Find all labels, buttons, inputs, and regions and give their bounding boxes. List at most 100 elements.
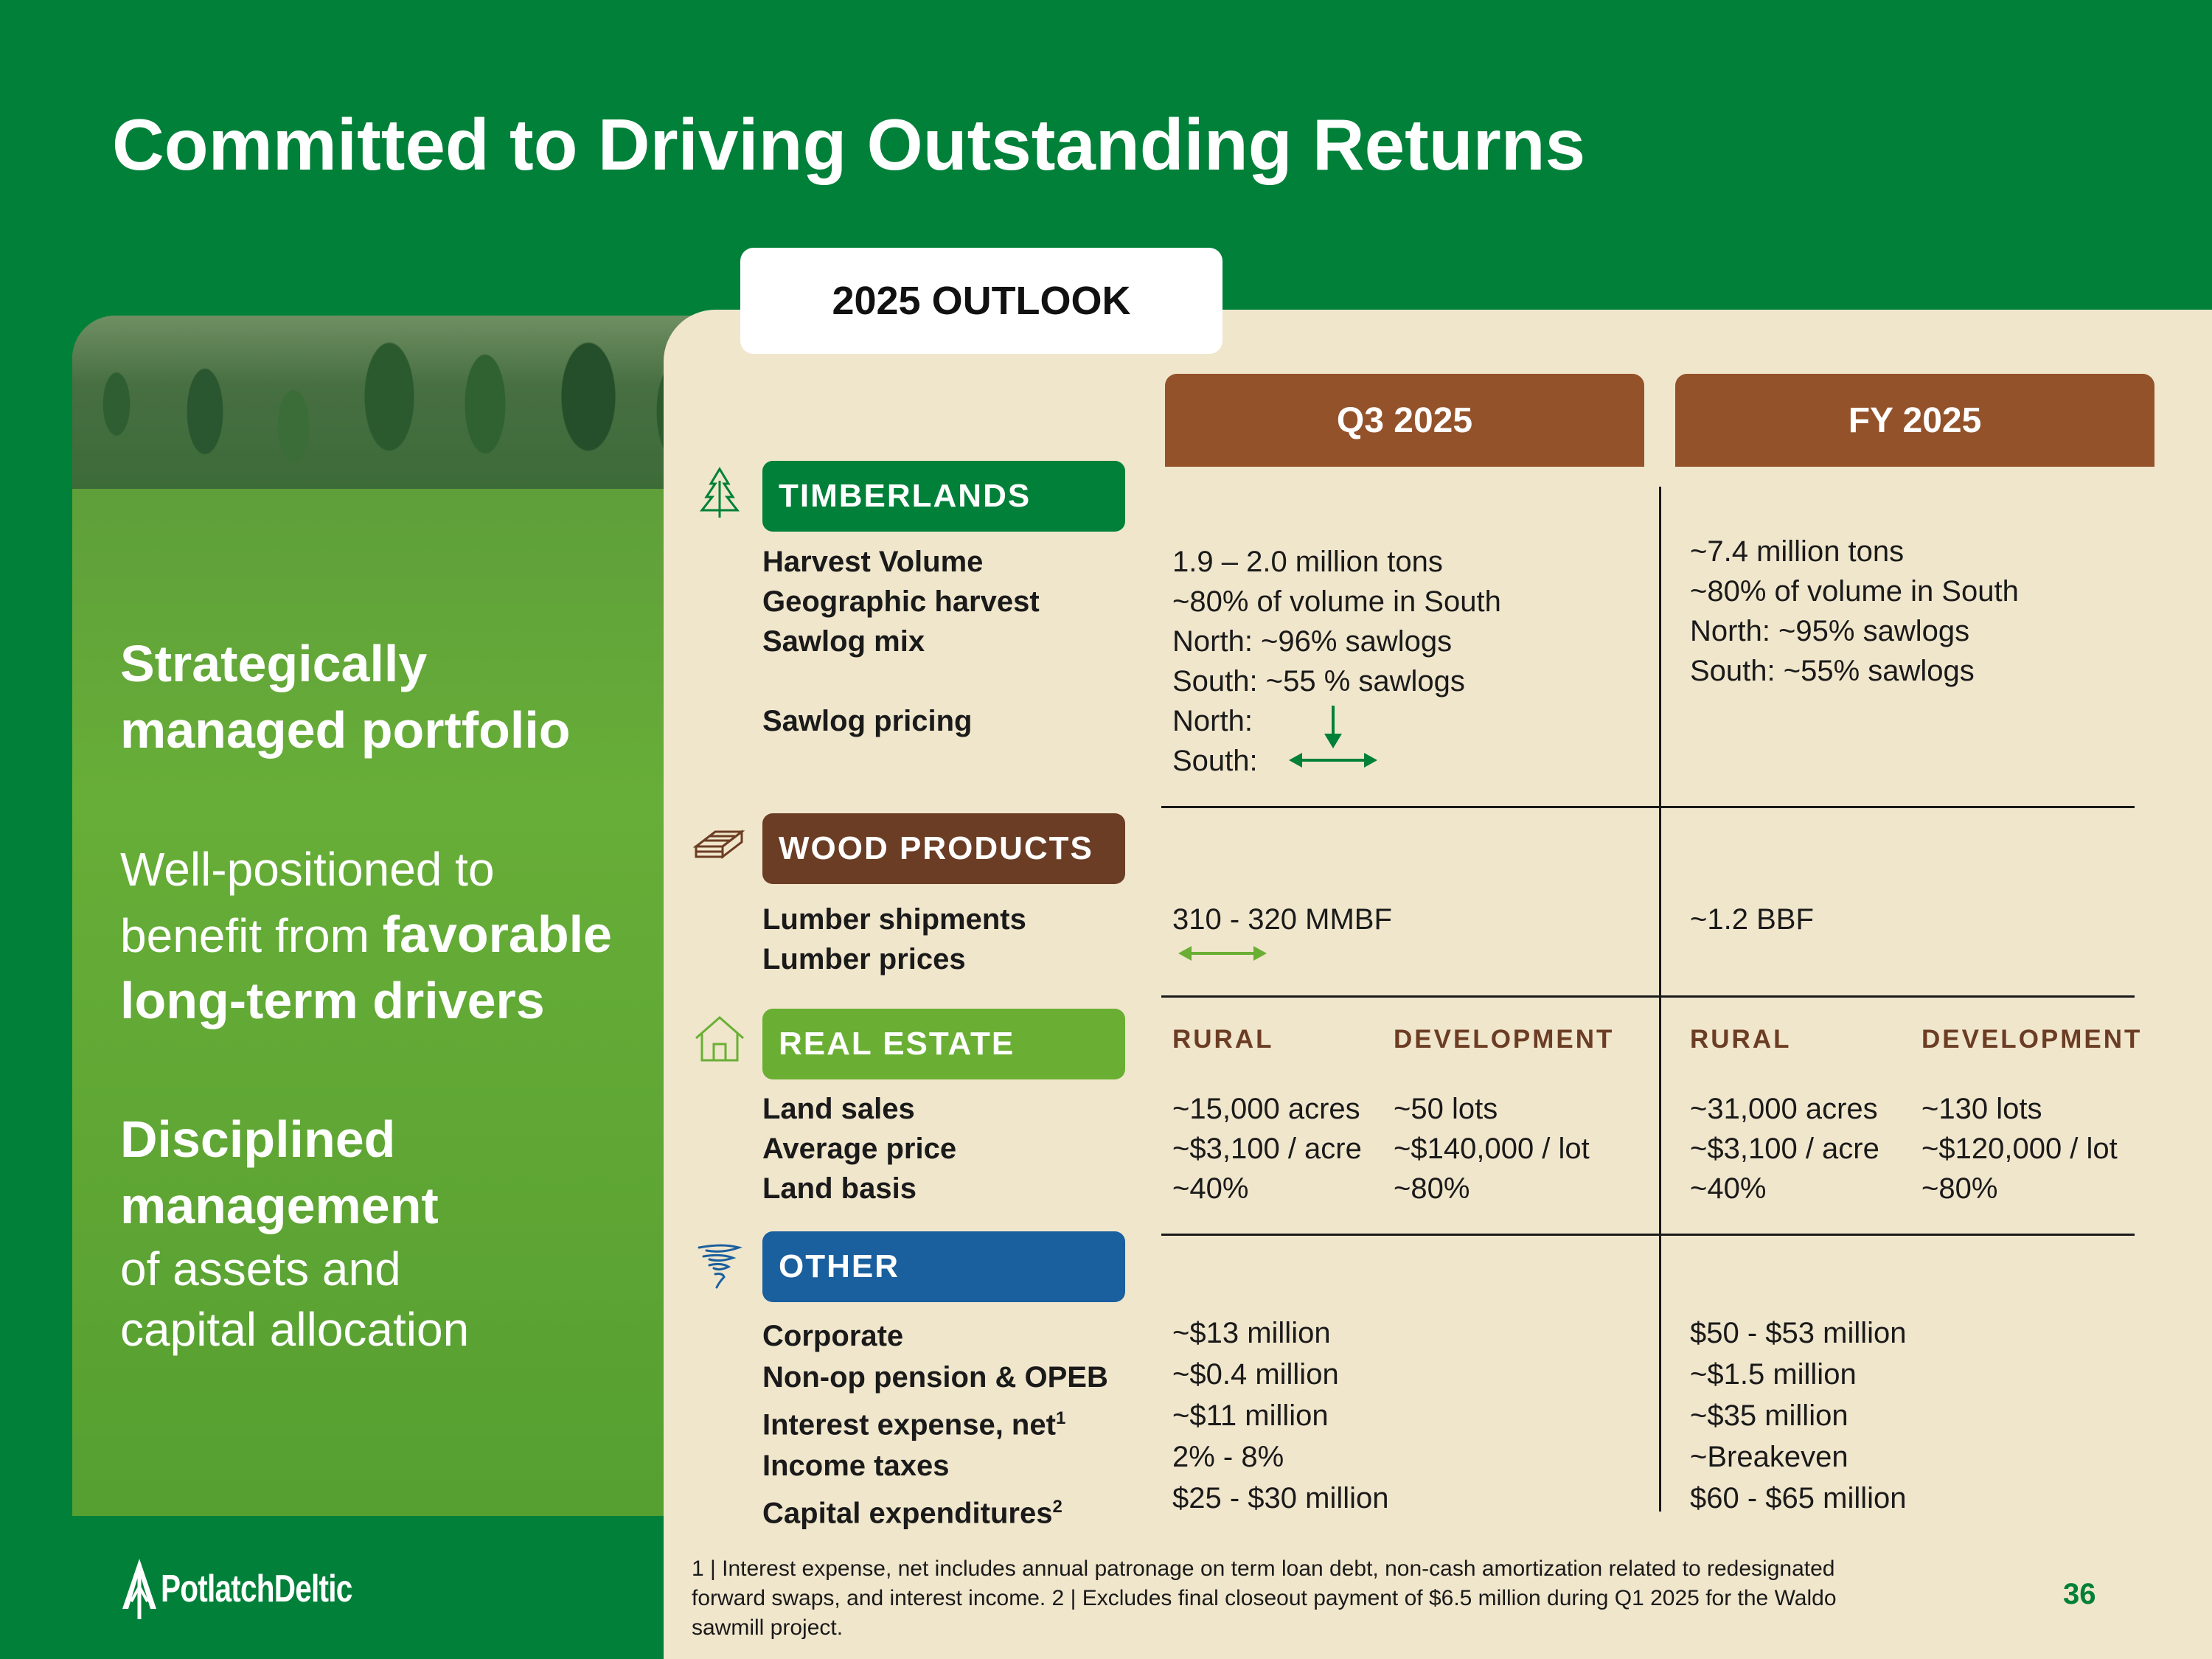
row-divider-1 [1161, 806, 2135, 808]
section-label-real-estate: REAL ESTATE [762, 1009, 1125, 1079]
house-icon [693, 1013, 746, 1066]
label-lumber-shipments: Lumber shipments [762, 903, 1026, 936]
q3-interest-expense: ~$11 million [1172, 1399, 1329, 1432]
q3-rural-average-price: ~$3,100 / acre [1172, 1133, 1362, 1165]
timberlands-q3-values: 1.9 – 2.0 million tons ~80% of volume in… [1172, 542, 1501, 781]
fy-other-values: $50 - $53 million ~$1.5 million ~$35 mil… [1690, 1312, 1907, 1519]
q3-rural-values: ~15,000 acres ~$3,100 / acre ~40% [1172, 1089, 1362, 1208]
potlatchdeltic-logo: PotlatchDeltic [118, 1557, 406, 1621]
fy-dev-land-sales: ~130 lots [1921, 1093, 2042, 1125]
favorable-text: favorable [382, 905, 612, 963]
tornado-icon [693, 1240, 746, 1293]
fy-capital-expenditures: $60 - $65 million [1690, 1482, 1907, 1514]
outlook-tab: 2025 OUTLOOK [740, 248, 1222, 354]
fy-geographic-harvest: ~80% of volume in South [1690, 575, 2019, 608]
footnote-line-2: forward swaps, and interest income. 2 | … [692, 1586, 1837, 1610]
well-positioned-line-2: benefit from [120, 909, 383, 962]
fy-harvest-volume: ~7.4 million tons [1690, 535, 1905, 568]
q3-geographic-harvest: ~80% of volume in South [1172, 585, 1501, 618]
q3-harvest-volume: 1.9 – 2.0 million tons [1172, 546, 1443, 578]
q3-rural-land-basis: ~40% [1172, 1172, 1249, 1205]
arrow-down-icon [1324, 706, 1342, 748]
label-sawlog-pricing: Sawlog pricing [762, 705, 973, 737]
fy-corporate: $50 - $53 million [1690, 1317, 1907, 1349]
fy-dev-land-basis: ~80% [1921, 1172, 1998, 1205]
column-header-fy: FY 2025 [1675, 374, 2154, 467]
row-divider-3 [1161, 1234, 2135, 1236]
q3-non-op-pension: ~$0.4 million [1172, 1358, 1339, 1391]
q3-capital-expenditures: $25 - $30 million [1172, 1482, 1389, 1514]
q3-development-values: ~50 lots ~$140,000 / lot ~80% [1394, 1089, 1590, 1208]
fy-sawlog-mix-south: South: ~55% sawlogs [1690, 655, 1975, 687]
fy-dev-average-price: ~$120,000 / lot [1921, 1133, 2118, 1165]
fy-subheader-rural: RURAL [1690, 1025, 1792, 1054]
other-row-labels: Corporate Non-op pension & OPEB Interest… [762, 1315, 1108, 1534]
fy-rural-land-sales: ~31,000 acres [1690, 1093, 1878, 1125]
column-header-q3: Q3 2025 [1165, 374, 1644, 467]
strategic-heading: Strategically managed portfolio [120, 630, 571, 763]
logo-tree-icon [122, 1559, 156, 1619]
forest-image-panel [72, 316, 706, 1516]
disciplined-line-4: capital allocation [120, 1303, 470, 1356]
q3-subheader-rural: RURAL [1172, 1025, 1274, 1054]
disciplined-line-3: of assets and [120, 1242, 401, 1295]
long-term-drivers-text: long-term drivers [120, 972, 545, 1029]
section-label-timberlands: TIMBERLANDS [762, 461, 1125, 532]
q3-lumber-shipments: 310 - 320 MMBF [1172, 903, 1392, 936]
q3-corporate: ~$13 million [1172, 1317, 1331, 1349]
section-label-wood-products: WOOD PRODUCTS [762, 813, 1125, 884]
arrow-left-right-icon [1178, 946, 1267, 961]
q3-income-taxes: 2% - 8% [1172, 1441, 1284, 1473]
well-positioned-line-1: Well-positioned to [120, 843, 495, 896]
real-estate-row-labels: Land sales Average price Land basis [762, 1089, 956, 1208]
label-interest-expense: Interest expense, net [762, 1408, 1056, 1441]
disciplined-line-2: management [120, 1177, 439, 1234]
fy-interest-expense: ~$35 million [1690, 1399, 1848, 1432]
disciplined-text: Disciplined management of assets and cap… [120, 1106, 469, 1360]
label-land-sales: Land sales [762, 1093, 915, 1125]
page-number: 36 [2063, 1578, 2096, 1610]
label-average-price: Average price [762, 1133, 957, 1165]
section-label-other: OTHER [762, 1231, 1125, 1302]
footnote-line-1: 1 | Interest expense, net includes annua… [692, 1557, 1835, 1581]
row-divider-2 [1161, 995, 2135, 998]
timberlands-row-labels: Harvest Volume Geographic harvest Sawlog… [762, 542, 1040, 741]
label-sawlog-mix: Sawlog mix [762, 625, 925, 658]
slide-title: Committed to Driving Outstanding Returns [112, 104, 1586, 185]
label-geographic-harvest: Geographic harvest [762, 585, 1040, 618]
q3-dev-average-price: ~$140,000 / lot [1394, 1133, 1590, 1165]
fy-rural-average-price: ~$3,100 / acre [1690, 1133, 1879, 1165]
q3-dev-land-basis: ~80% [1394, 1172, 1470, 1205]
footnote-ref-1: 1 [1055, 1408, 1066, 1428]
fy-rural-land-basis: ~40% [1690, 1172, 1767, 1205]
q3-sawlog-pricing-north: North: [1172, 705, 1253, 737]
lumber-icon [692, 817, 746, 870]
fy-lumber-shipments: ~1.2 BBF [1690, 903, 1814, 936]
footnote-ref-2: 2 [1052, 1497, 1062, 1517]
fy-non-op-pension: ~$1.5 million [1690, 1358, 1857, 1391]
q3-other-values: ~$13 million ~$0.4 million ~$11 million … [1172, 1312, 1389, 1519]
forest-photo [72, 316, 706, 489]
label-capital-expenditures: Capital expenditures [762, 1497, 1053, 1530]
fy-rural-values: ~31,000 acres ~$3,100 / acre ~40% [1690, 1089, 1879, 1208]
q3-rural-land-sales: ~15,000 acres [1172, 1093, 1360, 1125]
disciplined-line-1: Disciplined [120, 1110, 396, 1168]
label-non-op-pension: Non-op pension & OPEB [762, 1361, 1108, 1394]
timberlands-fy-values: ~7.4 million tons ~80% of volume in Sout… [1690, 532, 2019, 691]
q3-dev-land-sales: ~50 lots [1394, 1093, 1498, 1125]
footnote: 1 | Interest expense, net includes annua… [692, 1554, 1989, 1643]
column-divider [1659, 487, 1661, 1512]
outlook-panel [664, 310, 2212, 1659]
strategic-line-1: Strategically [120, 635, 428, 692]
q3-sawlog-mix-north: North: ~96% sawlogs [1172, 625, 1453, 658]
fy-income-taxes: ~Breakeven [1690, 1441, 1848, 1473]
label-lumber-prices: Lumber prices [762, 943, 966, 975]
q3-subheader-development: DEVELOPMENT [1394, 1025, 1615, 1054]
logo-text: PotlatchDeltic [161, 1568, 352, 1610]
footnote-line-3: sawmill project. [692, 1615, 844, 1640]
label-land-basis: Land basis [762, 1172, 917, 1205]
forest-background [72, 489, 706, 1516]
q3-sawlog-pricing-south: South: [1172, 745, 1258, 777]
arrow-left-right-icon [1289, 753, 1377, 768]
well-positioned-text: Well-positioned to benefit from favorabl… [120, 837, 612, 1033]
